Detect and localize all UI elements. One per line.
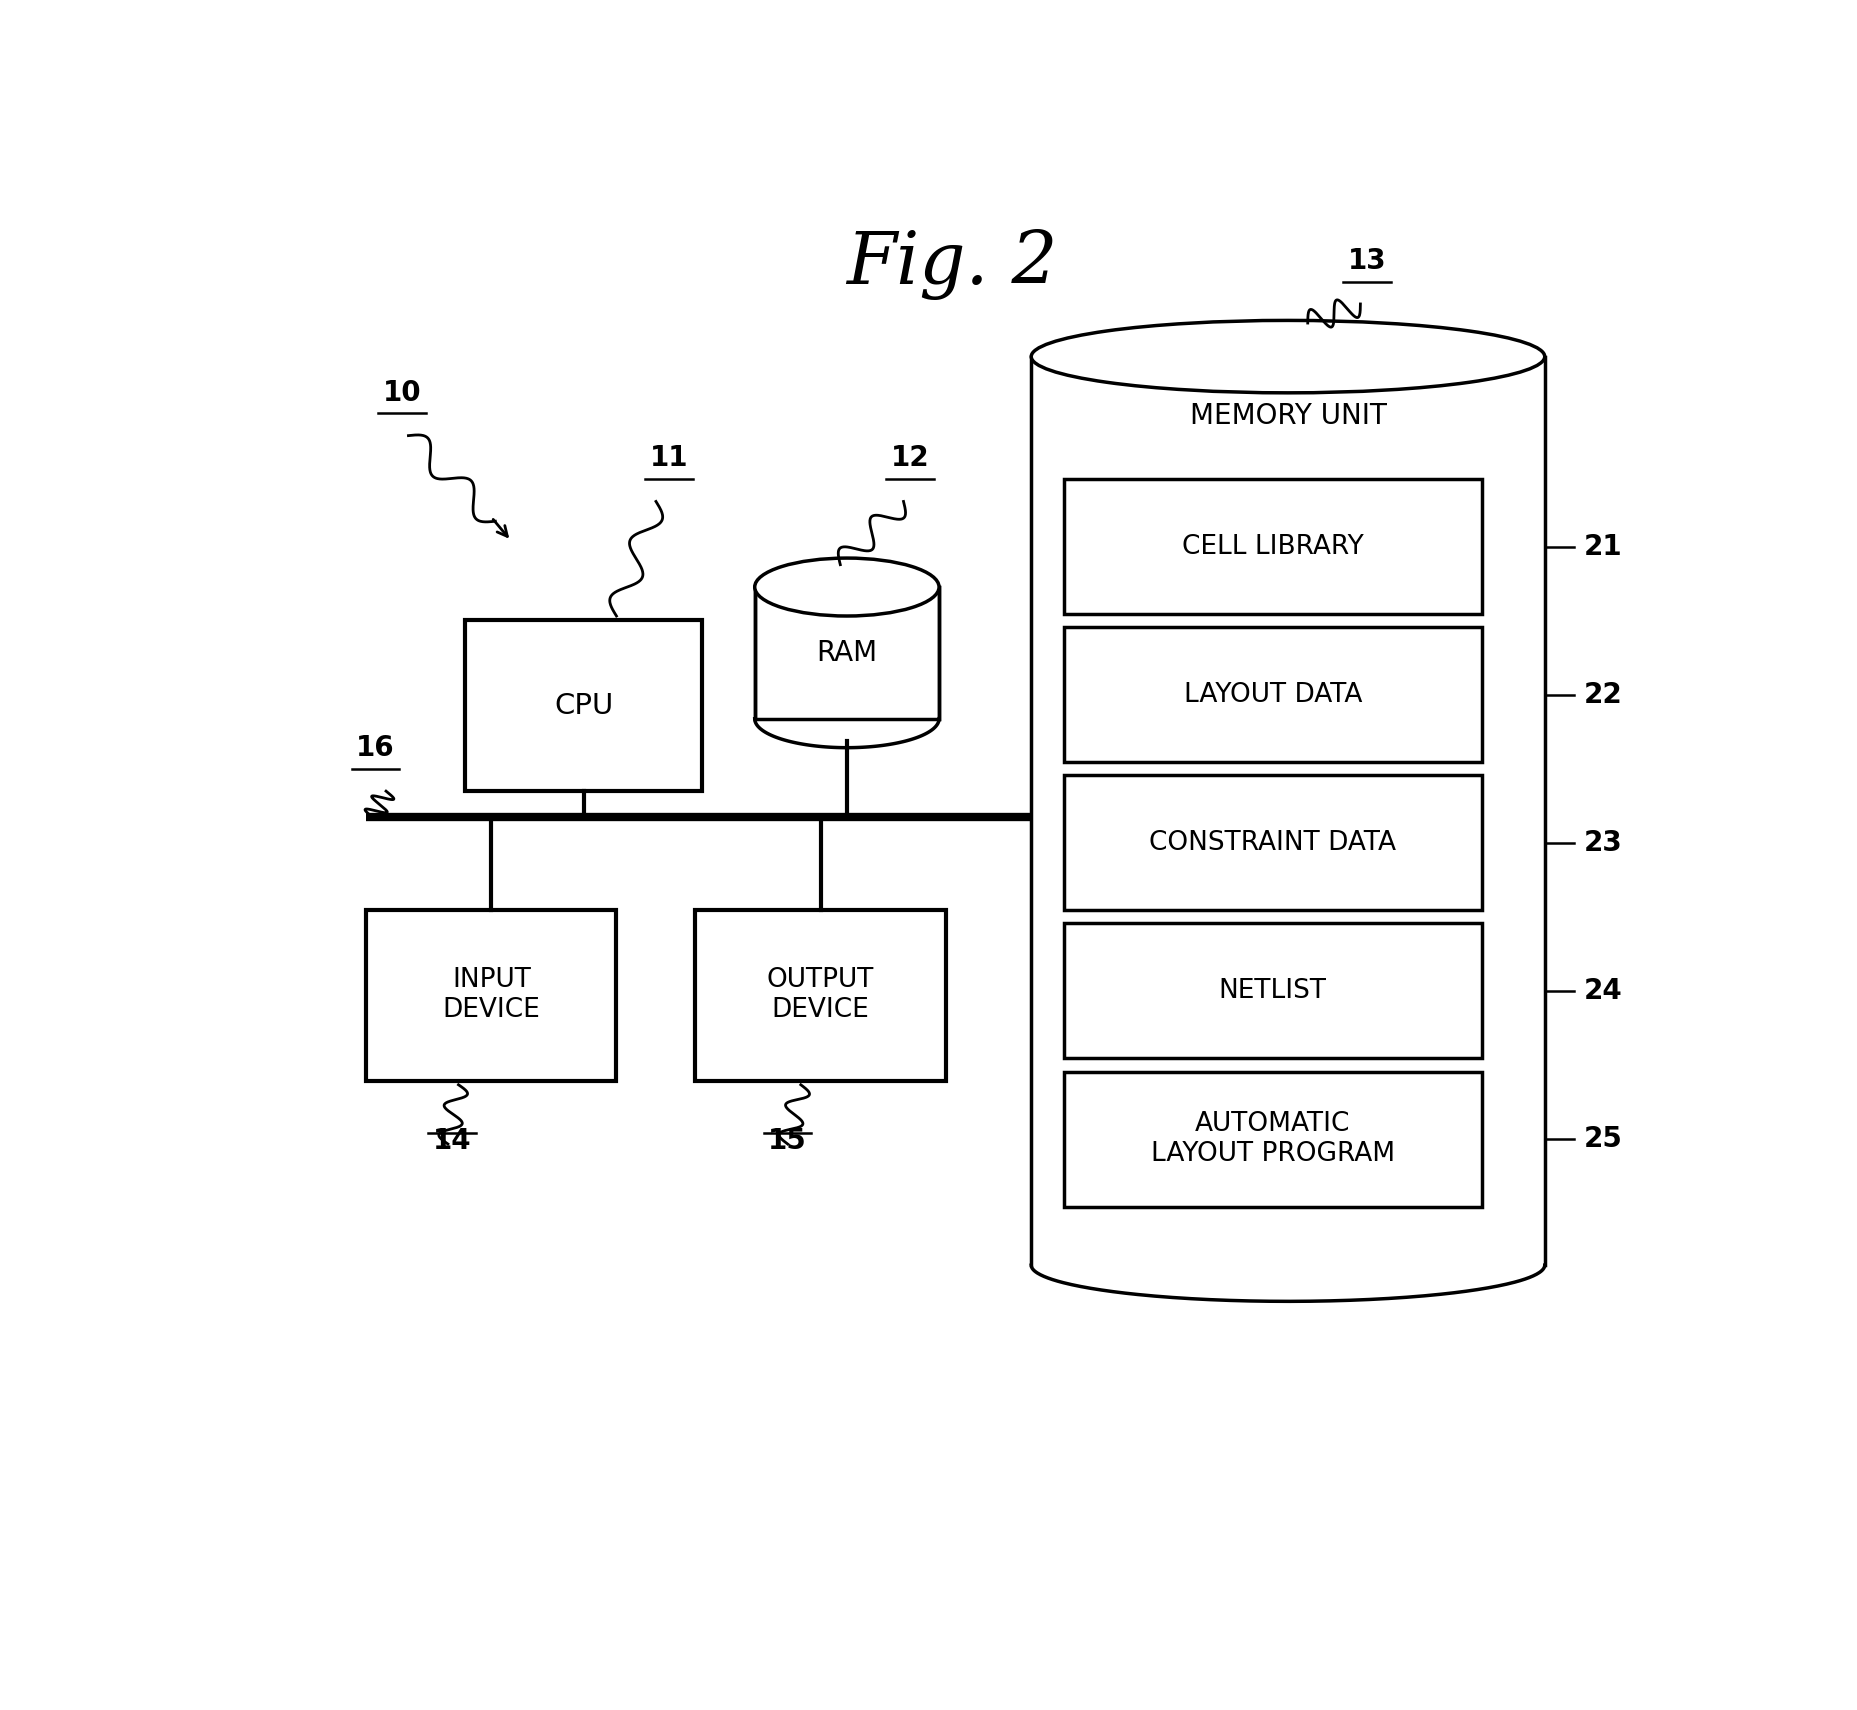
Text: Fig. 2: Fig. 2 [847, 229, 1057, 299]
Text: 23: 23 [1584, 829, 1623, 857]
Bar [1064, 775, 1480, 910]
Text: LAYOUT DATA: LAYOUT DATA [1183, 682, 1361, 708]
Bar [771, 587, 923, 718]
Text: 22: 22 [1584, 681, 1623, 708]
Text: CPU: CPU [553, 691, 613, 720]
Ellipse shape [754, 557, 938, 616]
Ellipse shape [1031, 320, 1543, 393]
Bar [366, 910, 617, 1081]
Text: MEMORY UNIT: MEMORY UNIT [1188, 402, 1385, 429]
Text: OUTPUT
DEVICE: OUTPUT DEVICE [767, 968, 875, 1023]
Bar [464, 621, 702, 792]
Bar [754, 587, 938, 718]
Text: NETLIST: NETLIST [1218, 978, 1326, 1004]
Text: 13: 13 [1346, 246, 1385, 275]
Text: INPUT
DEVICE: INPUT DEVICE [442, 968, 540, 1023]
Text: 15: 15 [767, 1127, 806, 1154]
Text: 25: 25 [1584, 1125, 1623, 1153]
Text: 10: 10 [383, 378, 422, 407]
Text: 12: 12 [890, 445, 928, 472]
Bar [1064, 628, 1480, 763]
Text: CELL LIBRARY: CELL LIBRARY [1181, 534, 1363, 559]
Bar [1031, 357, 1543, 1265]
Bar [1064, 479, 1480, 614]
Bar [695, 910, 945, 1081]
Text: 21: 21 [1584, 532, 1621, 561]
Bar [1064, 1072, 1480, 1207]
Text: 24: 24 [1584, 976, 1623, 1005]
Text: AUTOMATIC
LAYOUT PROGRAM: AUTOMATIC LAYOUT PROGRAM [1149, 1112, 1395, 1166]
Bar [1064, 923, 1480, 1058]
Text: CONSTRAINT DATA: CONSTRAINT DATA [1149, 829, 1396, 855]
Text: 16: 16 [357, 734, 394, 763]
Text: 11: 11 [650, 445, 687, 472]
Text: 14: 14 [433, 1127, 472, 1154]
Text: RAM: RAM [815, 640, 877, 667]
